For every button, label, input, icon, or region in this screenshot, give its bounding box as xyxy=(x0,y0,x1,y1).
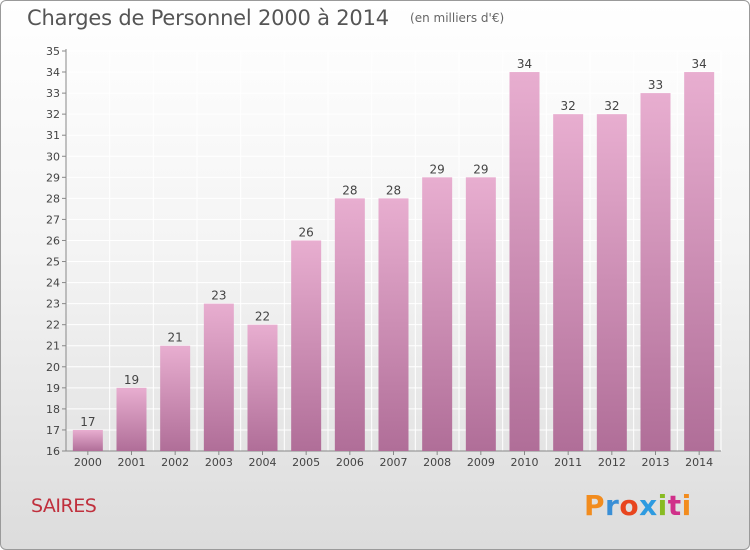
bar-2014[interactable] xyxy=(684,72,715,451)
bar-2008[interactable] xyxy=(422,177,453,451)
y-tick-label: 25 xyxy=(46,256,60,269)
bar-value-label: 28 xyxy=(386,183,401,197)
bar-value-label: 34 xyxy=(692,57,707,71)
y-tick-label: 31 xyxy=(46,129,60,142)
bar-value-label: 32 xyxy=(604,99,619,113)
x-tick-label: 2012 xyxy=(598,456,626,469)
y-tick-label: 26 xyxy=(46,234,60,247)
bar-2002[interactable] xyxy=(160,345,191,451)
bar-value-label: 33 xyxy=(648,78,663,92)
title-row: Charges de Personnel 2000 à 2014 (en mil… xyxy=(27,6,504,30)
logo-letter: i xyxy=(657,489,668,522)
logo-letter: r xyxy=(605,489,620,522)
bar-value-label: 22 xyxy=(255,310,270,324)
y-tick-label: 20 xyxy=(46,361,60,374)
x-tick-label: 2013 xyxy=(642,456,670,469)
y-tick-label: 24 xyxy=(46,277,60,290)
bar-2000[interactable] xyxy=(72,429,103,451)
y-tick-label: 19 xyxy=(46,382,60,395)
bar-value-label: 32 xyxy=(561,99,576,113)
x-tick-label: 2006 xyxy=(336,456,364,469)
bar-value-label: 28 xyxy=(342,183,357,197)
y-tick-label: 29 xyxy=(46,171,60,184)
bar-value-label: 29 xyxy=(473,162,488,176)
y-tick-label: 22 xyxy=(46,319,60,332)
y-tick-label: 23 xyxy=(46,298,60,311)
bar-2003[interactable] xyxy=(203,303,234,451)
x-tick-label: 2001 xyxy=(118,456,146,469)
bar-2010[interactable] xyxy=(509,72,540,451)
proxiti-logo[interactable]: Proxiti xyxy=(584,489,692,522)
y-tick-label: 32 xyxy=(46,108,60,121)
bar-value-label: 23 xyxy=(211,289,226,303)
logo-letter: x xyxy=(639,489,658,522)
y-tick-label: 33 xyxy=(46,87,60,100)
logo-letter: t xyxy=(667,489,682,522)
bar-2012[interactable] xyxy=(596,114,627,451)
bar-2006[interactable] xyxy=(334,198,365,451)
bar-2013[interactable] xyxy=(640,93,671,452)
bar-2007[interactable] xyxy=(378,198,409,451)
x-tick-label: 2003 xyxy=(205,456,233,469)
bar-value-label: 29 xyxy=(430,162,445,176)
bar-2004[interactable] xyxy=(247,324,278,451)
y-tick-label: 28 xyxy=(46,192,60,205)
labels: 16 17 18 19 20 21 22 23 24 25 26 27 28 29 30 31 32 33 34 35… xyxy=(46,45,713,469)
x-tick-label: 2009 xyxy=(467,456,495,469)
bar-value-label: 34 xyxy=(517,57,532,71)
bar-2005[interactable] xyxy=(291,240,322,451)
y-tick-label: 27 xyxy=(46,213,60,226)
x-tick-label: 2005 xyxy=(292,456,320,469)
y-tick-label: 30 xyxy=(46,150,60,163)
bar-value-label: 21 xyxy=(168,331,183,345)
bar-2011[interactable] xyxy=(553,114,584,451)
bar-2001[interactable] xyxy=(116,387,147,451)
commune-name: SAIRES xyxy=(31,495,97,517)
x-tick-label: 2010 xyxy=(511,456,539,469)
y-tick-label: 21 xyxy=(46,340,60,353)
x-tick-label: 2002 xyxy=(161,456,189,469)
x-tick-label: 2011 xyxy=(554,456,582,469)
bar-value-label: 19 xyxy=(124,373,139,387)
chart-unit: (en milliers d'€) xyxy=(410,11,505,25)
y-tick-label: 16 xyxy=(46,445,60,458)
logo-letter: i xyxy=(681,489,692,522)
logo-letter: P xyxy=(584,489,606,522)
x-tick-label: 2008 xyxy=(423,456,451,469)
y-tick-label: 34 xyxy=(46,66,60,79)
y-tick-label: 17 xyxy=(46,424,60,437)
x-tick-label: 2007 xyxy=(380,456,408,469)
y-tick-label: 35 xyxy=(46,45,60,58)
x-tick-label: 2004 xyxy=(249,456,277,469)
bar-2009[interactable] xyxy=(465,177,496,451)
bar-value-label: 17 xyxy=(80,415,95,429)
chart-title: Charges de Personnel 2000 à 2014 xyxy=(27,6,389,30)
bar-value-label: 26 xyxy=(299,225,314,239)
x-tick-label: 2014 xyxy=(685,456,713,469)
x-tick-label: 2000 xyxy=(74,456,102,469)
bars xyxy=(72,72,715,452)
logo-letter: o xyxy=(619,489,640,522)
y-tick-label: 18 xyxy=(46,403,60,416)
